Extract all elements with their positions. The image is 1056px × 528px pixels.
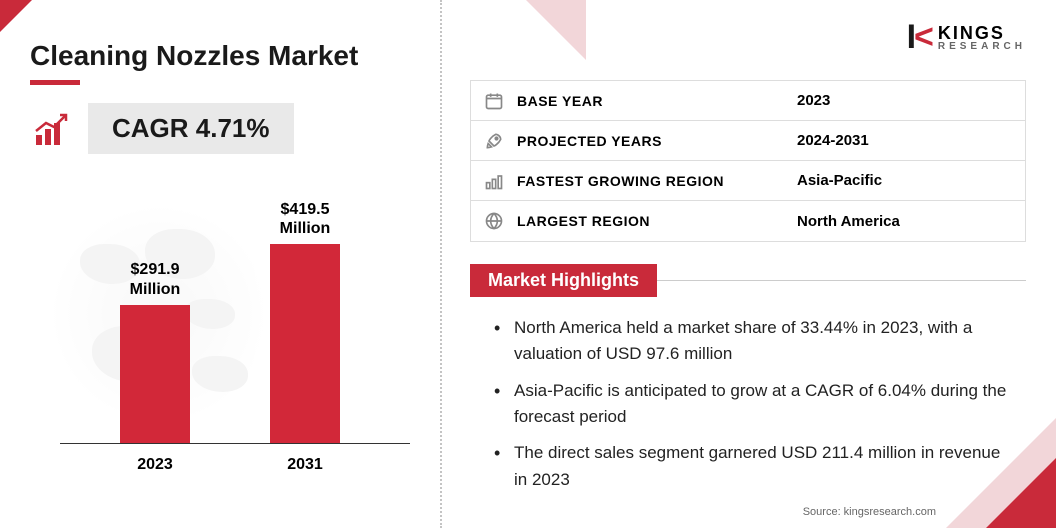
bar-value-label: $291.9Million	[130, 260, 181, 298]
logo-mark-icon: I<	[907, 18, 932, 57]
highlights-header-line	[657, 280, 1026, 281]
info-value: 2023	[797, 92, 1025, 109]
info-label: LARGEST REGION	[517, 213, 797, 229]
decor-corner-bottom-right	[986, 458, 1056, 528]
decor-corner-top-right-light	[526, 0, 586, 60]
info-label: PROJECTED YEARS	[517, 133, 797, 149]
growth-chart-icon	[30, 107, 74, 151]
bar-column: $419.5Million	[260, 200, 350, 444]
info-row: PROJECTED YEARS2024-2031	[471, 121, 1025, 161]
globe-icon	[471, 211, 517, 231]
highlights-header: Market Highlights	[470, 264, 1026, 297]
bar-rect	[270, 244, 340, 444]
info-value: 2024-2031	[797, 132, 1025, 149]
source-text: Source: kingsresearch.com	[803, 506, 936, 518]
infographic-page: Cleaning Nozzles Market CAGR 4.71% $291.…	[0, 0, 1056, 528]
logo-text: KINGS RESEARCH	[938, 24, 1026, 52]
page-title: Cleaning Nozzles Market	[30, 40, 420, 72]
info-table: BASE YEAR2023PROJECTED YEARS2024-2031FAS…	[470, 80, 1026, 242]
bar-column: $291.9Million	[110, 260, 200, 444]
cagr-row: CAGR 4.71%	[30, 103, 420, 154]
info-row: BASE YEAR2023	[471, 81, 1025, 121]
brand-sub: RESEARCH	[938, 42, 1026, 52]
chart-baseline	[60, 443, 410, 444]
highlights-title: Market Highlights	[470, 264, 657, 297]
info-label: FASTEST GROWING REGION	[517, 173, 797, 189]
calendar-icon	[471, 91, 517, 111]
info-value: North America	[797, 213, 1025, 230]
highlight-item: Asia-Pacific is anticipated to grow at a…	[494, 378, 1016, 431]
bar-chart: $291.9Million$419.5Million 20232031	[40, 174, 420, 474]
rocket-icon	[471, 131, 517, 151]
left-panel: Cleaning Nozzles Market CAGR 4.71% $291.…	[0, 0, 440, 528]
info-row: LARGEST REGIONNorth America	[471, 201, 1025, 241]
x-axis-label: 2023	[110, 456, 200, 474]
brand-logo: I< KINGS RESEARCH	[907, 18, 1026, 57]
bar-value-label: $419.5Million	[280, 200, 331, 238]
highlight-item: The direct sales segment garnered USD 21…	[494, 440, 1016, 493]
x-axis-labels: 2023 2031	[80, 456, 380, 474]
bars-container: $291.9Million$419.5Million	[80, 204, 380, 444]
cagr-value-box: CAGR 4.71%	[88, 103, 294, 154]
decor-corner-top-left	[0, 0, 32, 32]
info-value: Asia-Pacific	[797, 172, 1025, 189]
highlights-list: North America held a market share of 33.…	[470, 315, 1026, 493]
info-label: BASE YEAR	[517, 93, 797, 109]
info-row: FASTEST GROWING REGIONAsia-Pacific	[471, 161, 1025, 201]
title-underline	[30, 80, 80, 85]
highlight-item: North America held a market share of 33.…	[494, 315, 1016, 368]
bar-rect	[120, 305, 190, 444]
growth-region-icon	[471, 171, 517, 191]
brand-main: KINGS	[938, 24, 1026, 42]
x-axis-label: 2031	[260, 456, 350, 474]
